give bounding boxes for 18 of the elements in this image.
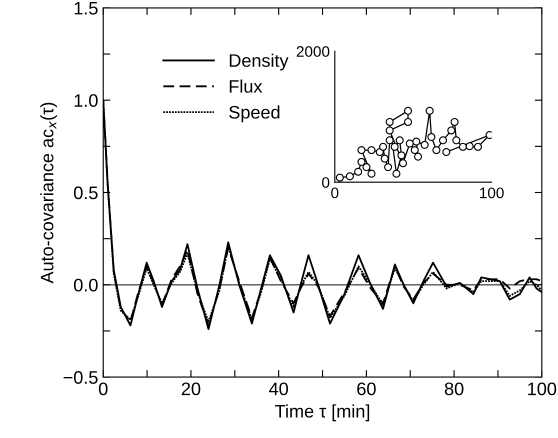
y-tick-label: 1.5	[74, 2, 98, 15]
x-tick-label: 40	[269, 382, 288, 396]
legend-label: Flux	[230, 80, 262, 93]
legend-label: Speed	[229, 105, 280, 122]
x-tick-label: 20	[182, 382, 200, 396]
x-tick-label: 100	[528, 382, 556, 396]
y-tick-label: 0.5	[74, 186, 98, 200]
legend-label: Density	[230, 54, 289, 71]
x-axis-title: Time τ [min]	[275, 404, 370, 422]
x-tick-label: 100	[480, 187, 504, 198]
y-tick-label: −0.5	[64, 371, 98, 384]
x-tick-label: 60	[357, 382, 376, 396]
x-tick-label: 0	[98, 382, 108, 396]
y-tick-label: 1.0	[74, 94, 98, 107]
y-axis-title: Auto-covariance ac$_{x}$(τ)	[40, 102, 58, 284]
y-tick-label: 2000	[296, 46, 330, 57]
y-tick-label: 0.0	[74, 278, 98, 292]
x-tick-label: 80	[444, 382, 464, 396]
